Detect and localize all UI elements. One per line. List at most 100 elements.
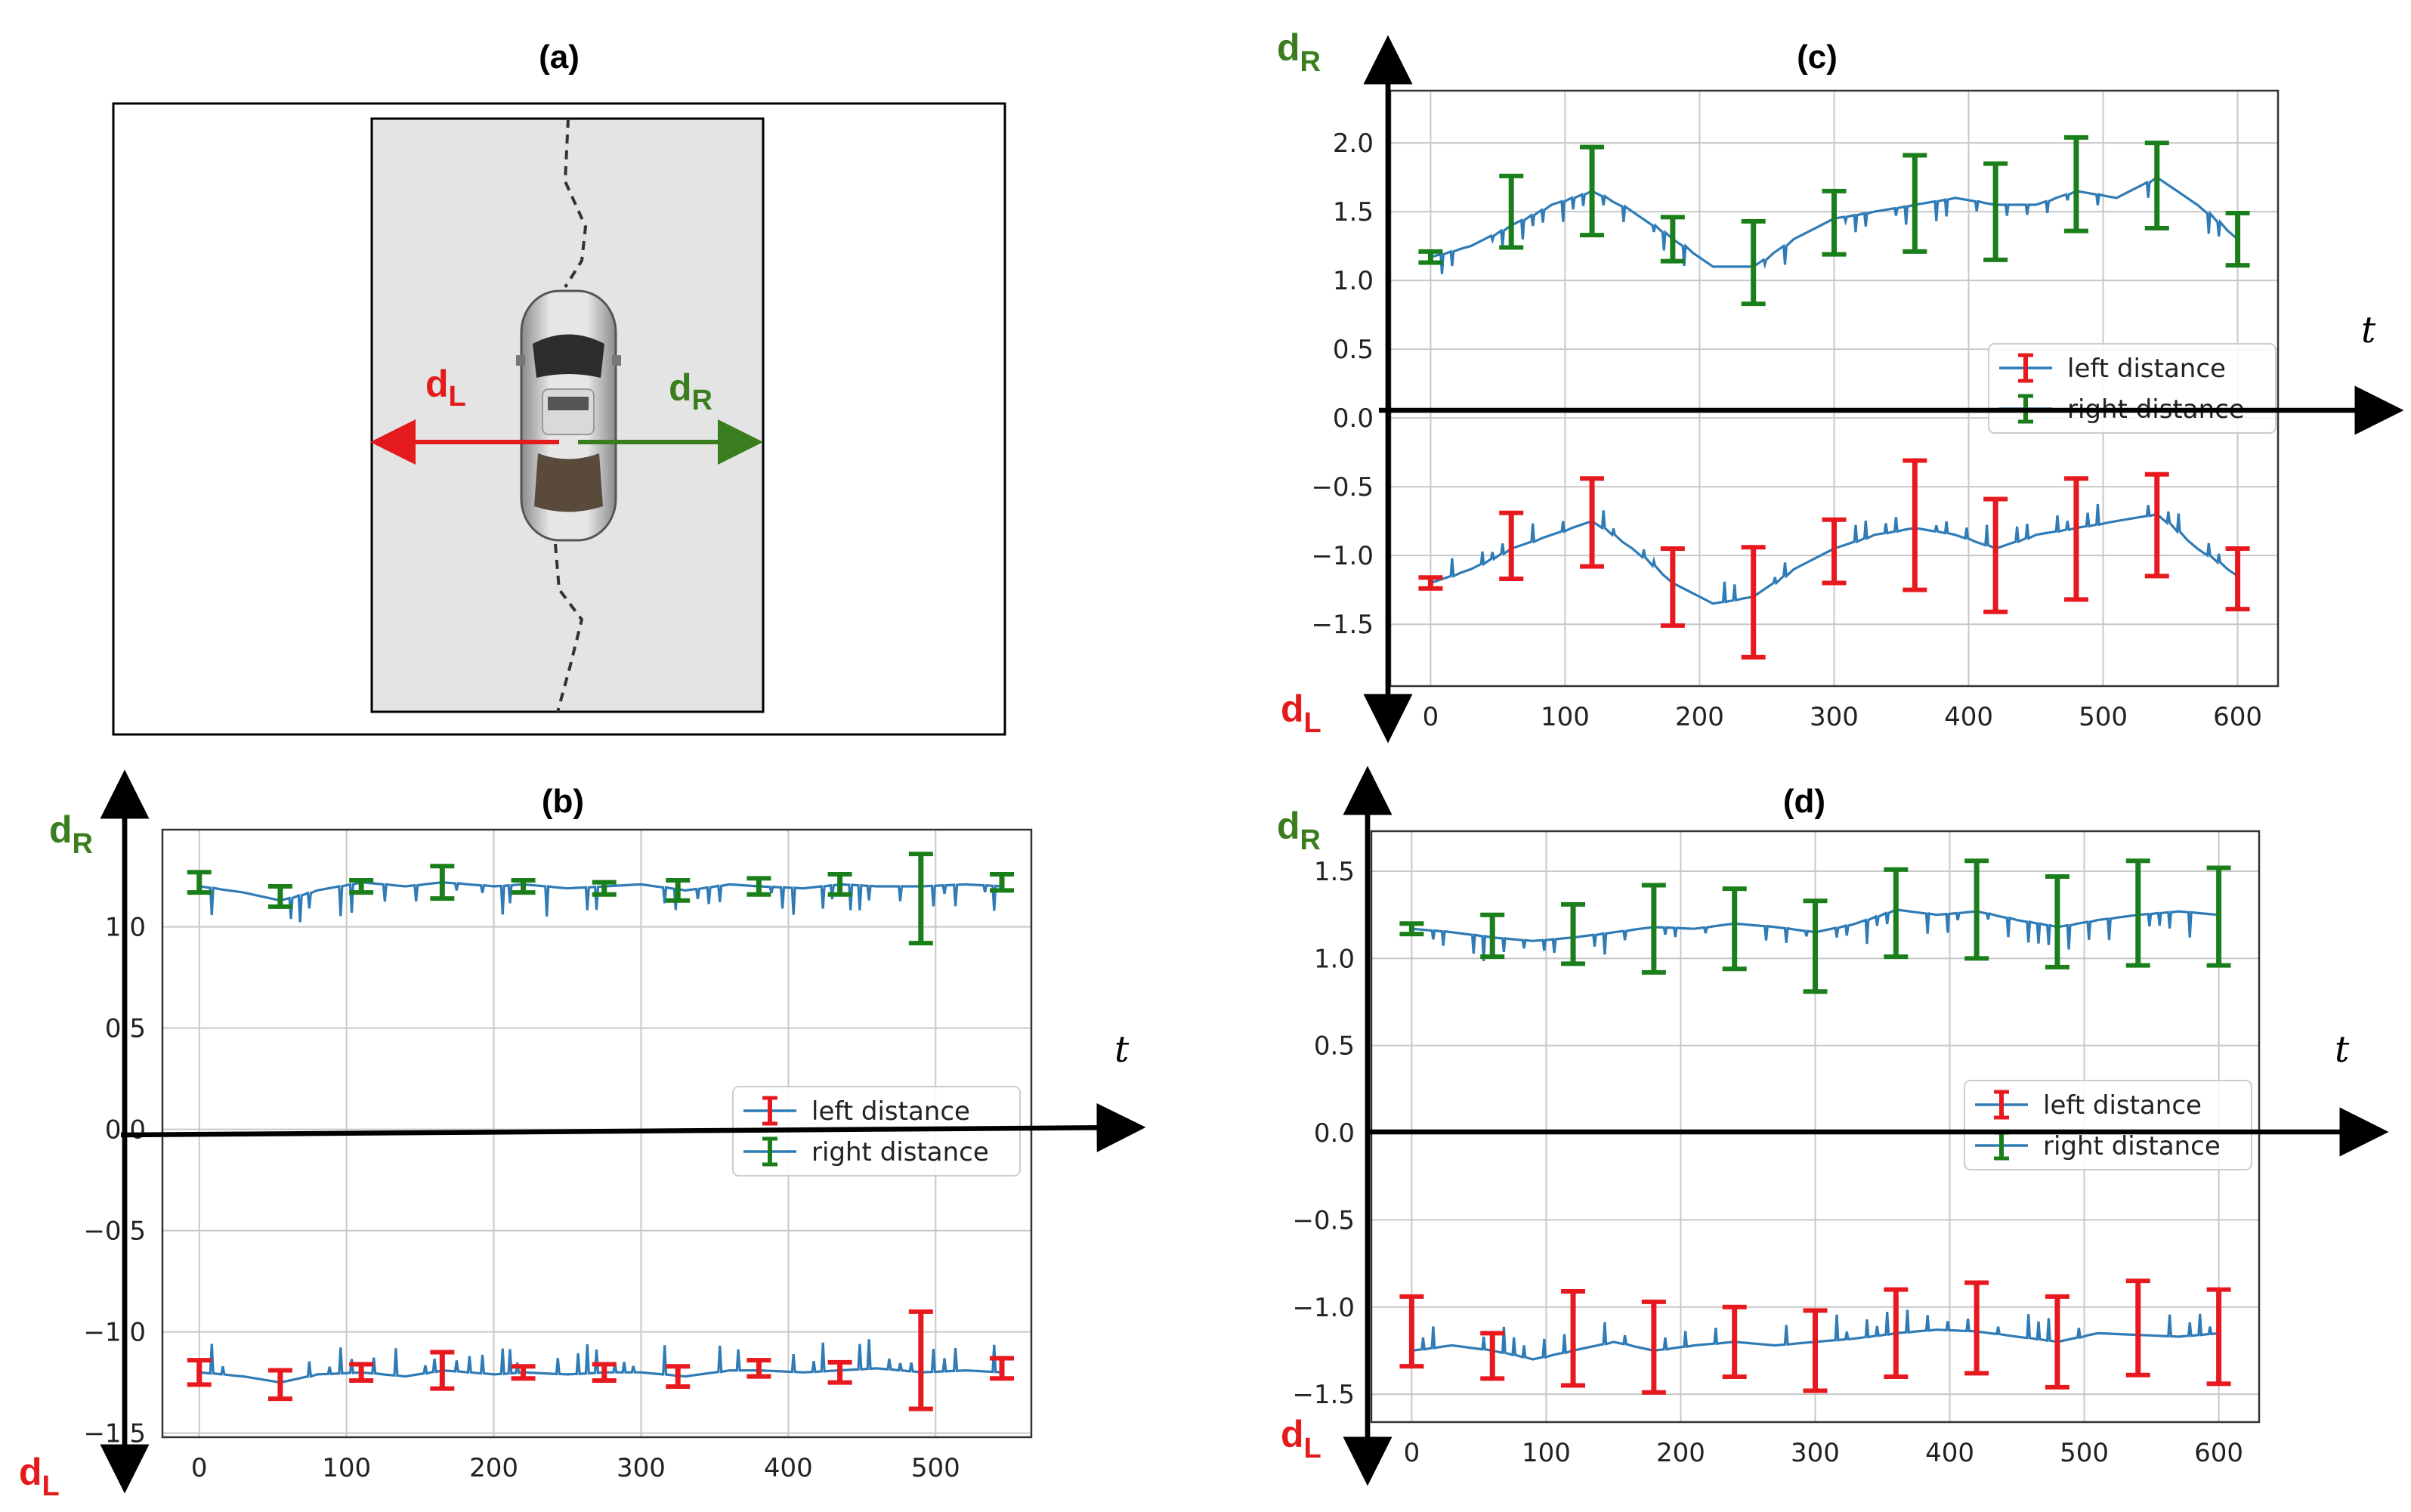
chart-b: 01002003004005001.00.50.0−0.5−1.0−1.5lef… — [19, 769, 1146, 1502]
right-distance-line — [199, 881, 1003, 923]
left-error-bar — [1641, 1299, 1666, 1395]
left-error-bar — [746, 1358, 771, 1379]
left-error-bar — [1499, 510, 1524, 582]
t-axis-label: t — [1114, 1028, 1130, 1071]
right-error-bar — [1641, 883, 1666, 975]
left-error-bar — [1983, 496, 2008, 614]
left-error-bar — [187, 1358, 212, 1387]
panel-a-title: (a) — [539, 39, 580, 76]
left-error-bar — [2225, 546, 2250, 612]
x-tick-label: 500 — [911, 1453, 960, 1483]
right-error-bar — [1903, 153, 1927, 254]
lane-line-top — [563, 118, 588, 289]
left-error-bar — [1803, 1308, 1828, 1393]
right-error-bar — [2144, 141, 2169, 230]
left-error-bar — [1480, 1331, 1505, 1381]
car-icon — [516, 289, 621, 542]
y-tick-label: −1.0 — [1292, 1293, 1355, 1323]
legend-label: left distance — [2043, 1090, 2202, 1121]
left-error-bar — [1660, 546, 1685, 628]
left-error-bar — [990, 1356, 1015, 1381]
left-error-bar — [1822, 517, 1847, 586]
chart-title: (c) — [1797, 39, 1838, 76]
legend-label: left distance — [811, 1096, 970, 1127]
right-error-bar — [827, 871, 852, 897]
dL-axis-label: dL — [1281, 688, 1321, 739]
dR-axis-label: dR — [49, 809, 93, 860]
left-error-bar — [2045, 1294, 2069, 1390]
x-tick-label: 500 — [2079, 702, 2128, 732]
y-tick-label: −1.0 — [83, 1318, 146, 1348]
y-tick-label: 0.5 — [1314, 1031, 1355, 1062]
chart-title: (d) — [1783, 783, 1825, 820]
left-distance-line — [199, 1339, 1003, 1384]
left-error-bar — [1964, 1280, 1989, 1376]
right-error-bar — [430, 864, 455, 901]
dR-axis-label: dR — [1277, 805, 1321, 856]
y-tick-label: 1.5 — [1314, 857, 1355, 887]
x-tick-label: 300 — [1810, 702, 1859, 732]
x-tick-label: 600 — [2213, 702, 2262, 732]
legend-entry-right: right distance — [1975, 1130, 2221, 1161]
x-tick-label: 400 — [1925, 1438, 1974, 1468]
right-error-bar — [1822, 188, 1847, 257]
legend-label: right distance — [2043, 1131, 2221, 1161]
left-error-bar — [1418, 575, 1443, 591]
right-error-bar — [2125, 858, 2150, 968]
y-tick-label: −0.5 — [1311, 472, 1374, 502]
left-error-bar — [827, 1359, 852, 1385]
right-error-bar — [2045, 873, 2069, 969]
x-tick-label: 100 — [1541, 702, 1590, 732]
x-tick-label: 200 — [469, 1453, 518, 1483]
left-error-bar — [1884, 1287, 1909, 1380]
x-tick-label: 0 — [191, 1453, 208, 1483]
y-tick-label: −1.0 — [1311, 541, 1374, 571]
t-axis-arrow — [120, 1102, 1146, 1152]
x-tick-label: 0 — [1423, 702, 1439, 732]
right-error-bar — [511, 878, 536, 895]
left-error-bar — [1903, 458, 1927, 592]
right-error-bar — [592, 880, 617, 897]
dL-axis-label: dL — [1281, 1413, 1321, 1464]
legend-entry-left: left distance — [1975, 1090, 2202, 1121]
y-tick-label: 1.0 — [1333, 266, 1374, 296]
x-tick-label: 100 — [322, 1453, 371, 1483]
right-error-bar — [2206, 865, 2231, 968]
left-distance-line — [1411, 1309, 2219, 1361]
right-error-bar — [666, 878, 691, 903]
y-tick-label: −1.5 — [1311, 610, 1374, 640]
legend-entry-left: left distance — [743, 1096, 970, 1127]
right-error-bar — [1884, 867, 1909, 960]
left-error-bar — [267, 1368, 292, 1402]
left-error-bar — [511, 1364, 536, 1381]
x-tick-label: 600 — [2194, 1438, 2243, 1468]
left-error-bar — [1722, 1304, 1747, 1380]
y-tick-label: −0.5 — [83, 1217, 146, 1247]
right-distance-line — [1411, 908, 2219, 961]
left-error-bar — [430, 1350, 455, 1391]
t-axis-label: t — [2361, 309, 2376, 351]
legend: left distance right distance — [1964, 1080, 2252, 1170]
left-distance-line — [1430, 503, 2239, 605]
y-tick-label: 2.0 — [1333, 128, 1374, 159]
legend-label: left distance — [2067, 354, 2226, 384]
d-left-label: dL — [425, 363, 466, 413]
d-right-label: dR — [669, 366, 712, 416]
y-tick-label: 0.5 — [1333, 335, 1374, 365]
left-error-bar — [1741, 545, 1766, 660]
panel-a: (a) dL dR — [112, 39, 1006, 736]
y-tick-label: 1.0 — [1314, 944, 1355, 974]
right-error-bar — [2063, 135, 2088, 233]
legend-entry-right: right distance — [743, 1136, 989, 1167]
x-tick-label: 400 — [764, 1453, 813, 1483]
plot-frame — [1370, 830, 2261, 1424]
x-tick-label: 300 — [617, 1453, 666, 1483]
x-tick-label: 200 — [1656, 1438, 1705, 1468]
y-tick-label: −1.5 — [1292, 1380, 1355, 1410]
left-error-bar — [349, 1362, 374, 1383]
right-error-bar — [187, 870, 212, 895]
right-error-bar — [349, 878, 374, 895]
left-error-bar — [1399, 1294, 1424, 1369]
